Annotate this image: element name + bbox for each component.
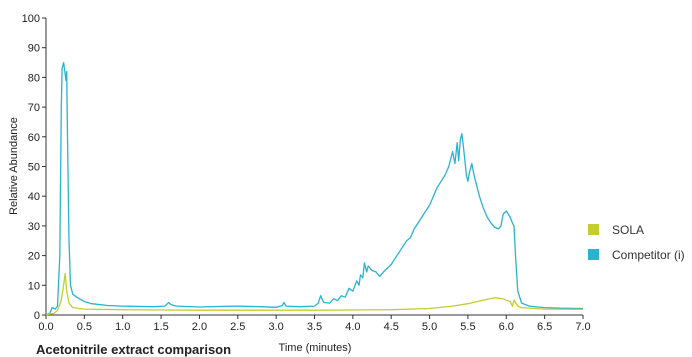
- x-tick-label: 7.0: [575, 321, 590, 333]
- y-tick-label: 100: [22, 13, 40, 25]
- x-tick-label: 6.0: [499, 321, 514, 333]
- x-tick-label: 2.0: [192, 321, 207, 333]
- legend-label-competitor: Competitor (i): [612, 248, 685, 262]
- y-axis-title: Relative Abundance: [8, 117, 20, 215]
- y-tick-label: 90: [28, 43, 40, 55]
- y-tick-label: 0: [34, 310, 40, 322]
- x-tick-label: 6.5: [537, 321, 552, 333]
- x-tick-label: 3.5: [307, 321, 322, 333]
- y-tick-label: 50: [28, 162, 40, 174]
- x-tick-label: 4.0: [345, 321, 360, 333]
- y-tick-label: 80: [28, 72, 40, 84]
- y-tick-label: 70: [28, 102, 40, 114]
- y-tick-label: 60: [28, 132, 40, 144]
- x-tick-label: 0.5: [77, 321, 92, 333]
- x-tick-label: 2.5: [230, 321, 245, 333]
- series-line-competitor: [45, 61, 584, 316]
- legend-label-sola: SOLA: [612, 223, 644, 237]
- legend: SOLA Competitor (i): [588, 223, 685, 262]
- x-tick-label: 4.5: [384, 321, 399, 333]
- x-tick-label: 3.0: [268, 321, 283, 333]
- x-axis-title: Time (minutes): [279, 342, 352, 354]
- x-tick-label: 1.0: [115, 321, 130, 333]
- legend-swatch-competitor: [588, 249, 599, 260]
- x-tick-label: 0.0: [38, 321, 53, 333]
- x-tick-label: 5.5: [460, 321, 475, 333]
- y-tick-label: 20: [28, 251, 40, 263]
- series-lines: [45, 61, 584, 316]
- x-tick-label: 5.0: [422, 321, 437, 333]
- y-tick-label: 30: [28, 221, 40, 233]
- y-tick-label: 40: [28, 191, 40, 203]
- y-tick-label: 10: [28, 280, 40, 292]
- figure-caption: Acetonitrile extract comparison: [36, 342, 232, 357]
- legend-swatch-sola: [588, 224, 599, 235]
- x-axis-ticks: 0.0 0.5 1.0 1.5 2.0 2.5 3.0 3.5 4.0 4.5 5.0 5.5 6.0 6…: [38, 315, 591, 333]
- x-tick-label: 1.5: [153, 321, 168, 333]
- series-line-sola: [45, 272, 584, 316]
- y-axis-ticks: 0 10 20 30 40 50 60 70 80 90 100: [22, 13, 46, 322]
